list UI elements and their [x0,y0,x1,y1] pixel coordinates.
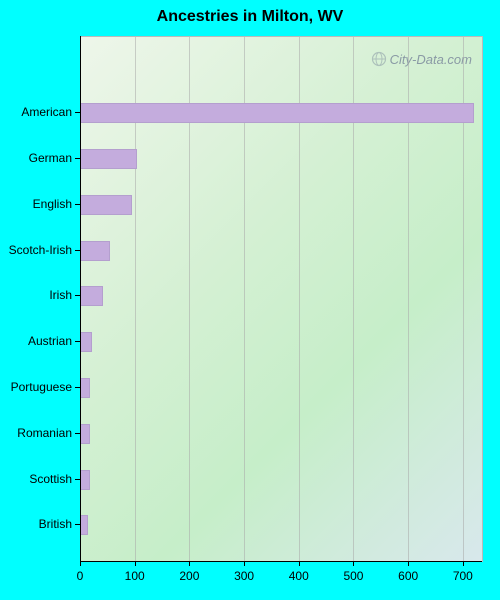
chart-title: Ancestries in Milton, WV [0,0,500,32]
bar [80,286,103,306]
x-axis-label: 500 [343,569,363,583]
y-axis-label: Portuguese [11,380,72,394]
y-tick [75,524,80,525]
bar [80,332,92,352]
watermark-text: City-Data.com [390,52,472,67]
bar [80,149,137,169]
x-tick [135,561,136,566]
watermark: City-Data.com [371,51,472,67]
x-tick [353,561,354,566]
bar [80,470,90,490]
x-axis-label: 400 [289,569,309,583]
y-tick [75,295,80,296]
y-tick [75,433,80,434]
x-tick [463,561,464,566]
y-axis-labels: American German English Scotch-Irish Irish Au… [0,36,72,561]
plot-area: City-Data.com [80,36,483,562]
x-tick [408,561,409,566]
y-axis-line [80,36,81,561]
x-axis-label: 600 [398,569,418,583]
x-axis-label: 100 [125,569,145,583]
y-axis-label: Irish [49,288,72,302]
y-axis-label: British [39,517,72,531]
bar [80,515,88,535]
y-tick [75,341,80,342]
y-axis-label: American [21,105,72,119]
bar [80,378,90,398]
y-axis-label: Romanian [17,426,72,440]
x-tick [244,561,245,566]
bar [80,195,132,215]
x-tick [299,561,300,566]
y-tick [75,250,80,251]
y-tick [75,479,80,480]
x-axis-label: 200 [179,569,199,583]
y-axis-label: Austrian [28,334,72,348]
y-axis-label: German [29,151,72,165]
y-tick [75,158,80,159]
x-tick [80,561,81,566]
y-tick [75,204,80,205]
globe-icon [371,51,387,67]
y-tick [75,112,80,113]
x-axis-label: 300 [234,569,254,583]
x-axis-label: 0 [77,569,84,583]
x-tick [189,561,190,566]
y-tick [75,387,80,388]
x-axis-line [80,561,482,562]
bar [80,103,474,123]
x-axis-label: 700 [453,569,473,583]
y-axis-label: Scotch-Irish [9,243,72,257]
bar [80,241,110,261]
y-axis-label: Scottish [29,472,72,486]
y-axis-label: English [33,197,72,211]
bar [80,424,90,444]
